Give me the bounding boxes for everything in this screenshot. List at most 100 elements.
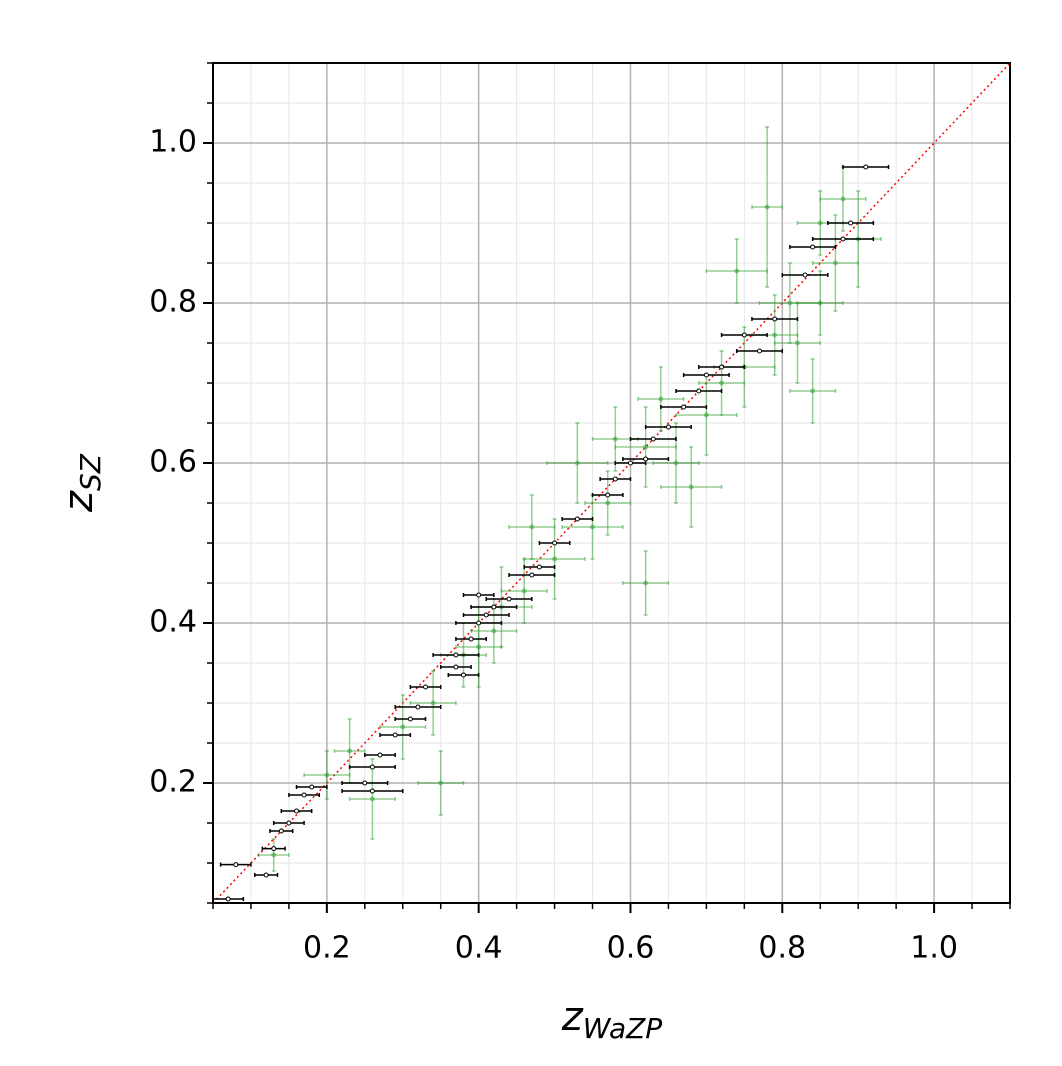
point: [521, 588, 527, 594]
y-tick-label: 0.4: [149, 605, 197, 640]
point: [286, 820, 292, 826]
point: [347, 748, 353, 754]
plot-frame: [212, 62, 1011, 904]
point: [688, 484, 694, 490]
point: [794, 340, 800, 346]
point: [309, 784, 315, 790]
point: [506, 596, 512, 602]
point: [476, 620, 482, 626]
point: [840, 196, 846, 202]
point: [552, 556, 558, 562]
x-tick-label: 0.2: [303, 931, 351, 966]
point: [810, 388, 816, 394]
point: [741, 332, 747, 338]
point: [605, 500, 611, 506]
point: [840, 236, 846, 242]
point: [271, 846, 277, 852]
point: [225, 896, 231, 902]
point: [407, 716, 413, 722]
point: [772, 332, 778, 338]
point: [757, 348, 763, 354]
point: [650, 436, 656, 442]
point: [605, 492, 611, 498]
point: [817, 300, 823, 306]
point: [369, 796, 375, 802]
point: [483, 612, 489, 618]
x-tick-label: 0.8: [758, 931, 806, 966]
point: [400, 724, 406, 730]
point: [863, 164, 869, 170]
point: [627, 460, 633, 466]
point: [476, 644, 482, 650]
y-axis-label: zSZ: [56, 453, 107, 513]
y-label-base: z: [56, 490, 102, 513]
point: [696, 388, 702, 394]
point: [460, 672, 466, 678]
point: [643, 580, 649, 586]
point: [453, 652, 459, 658]
point: [377, 752, 383, 758]
point: [271, 852, 277, 858]
point: [658, 396, 664, 402]
point: [673, 460, 679, 466]
point: [810, 244, 816, 250]
point: [415, 704, 421, 710]
y-tick-label: 0.8: [149, 285, 197, 320]
point: [574, 516, 580, 522]
point: [681, 404, 687, 410]
point: [324, 772, 330, 778]
point: [423, 684, 429, 690]
point: [772, 316, 778, 322]
point: [832, 260, 838, 266]
point: [612, 476, 618, 482]
point: [703, 412, 709, 418]
point: [817, 220, 823, 226]
point: [719, 380, 725, 386]
point: [552, 540, 558, 546]
point: [529, 524, 535, 530]
point: [574, 460, 580, 466]
point: [453, 664, 459, 670]
point: [848, 220, 854, 226]
point: [491, 628, 497, 634]
point: [612, 436, 618, 442]
point: [643, 456, 649, 462]
point: [476, 592, 482, 598]
x-label-base: z: [561, 994, 584, 1040]
point: [665, 424, 671, 430]
point: [764, 204, 770, 210]
point: [468, 636, 474, 642]
point: [802, 272, 808, 278]
point: [369, 788, 375, 794]
point: [362, 780, 368, 786]
point: [590, 524, 596, 530]
x-label-sub: WaZP: [583, 1012, 662, 1045]
x-tick-label: 1.0: [910, 931, 958, 966]
y-tick-label: 0.2: [149, 765, 197, 800]
point: [438, 780, 444, 786]
point: [430, 700, 436, 706]
point: [734, 268, 740, 274]
point: [787, 300, 793, 306]
point: [392, 732, 398, 738]
point: [719, 364, 725, 370]
point: [536, 564, 542, 570]
y-tick-label: 1.0: [149, 125, 197, 160]
point: [491, 604, 497, 610]
point: [263, 872, 269, 878]
point: [529, 572, 535, 578]
point: [301, 792, 307, 798]
point: [293, 808, 299, 814]
point: [233, 862, 239, 868]
y-label-sub: SZ: [74, 453, 107, 491]
y-tick-label: 0.6: [149, 445, 197, 480]
x-axis-label: zWaZP: [561, 994, 662, 1045]
x-tick-label: 0.6: [607, 931, 655, 966]
x-tick-label: 0.4: [455, 931, 503, 966]
point: [703, 372, 709, 378]
reference-line: [212, 62, 1011, 904]
point: [278, 828, 284, 834]
point: [369, 764, 375, 770]
point: [643, 444, 649, 450]
